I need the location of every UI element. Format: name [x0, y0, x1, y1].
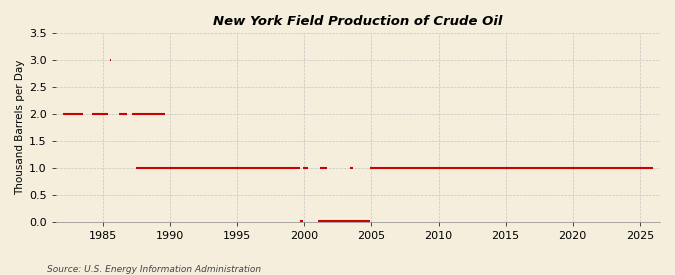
Text: Source: U.S. Energy Information Administration: Source: U.S. Energy Information Administ… — [47, 265, 261, 274]
Y-axis label: Thousand Barrels per Day: Thousand Barrels per Day — [15, 60, 25, 195]
Title: New York Field Production of Crude Oil: New York Field Production of Crude Oil — [213, 15, 503, 28]
